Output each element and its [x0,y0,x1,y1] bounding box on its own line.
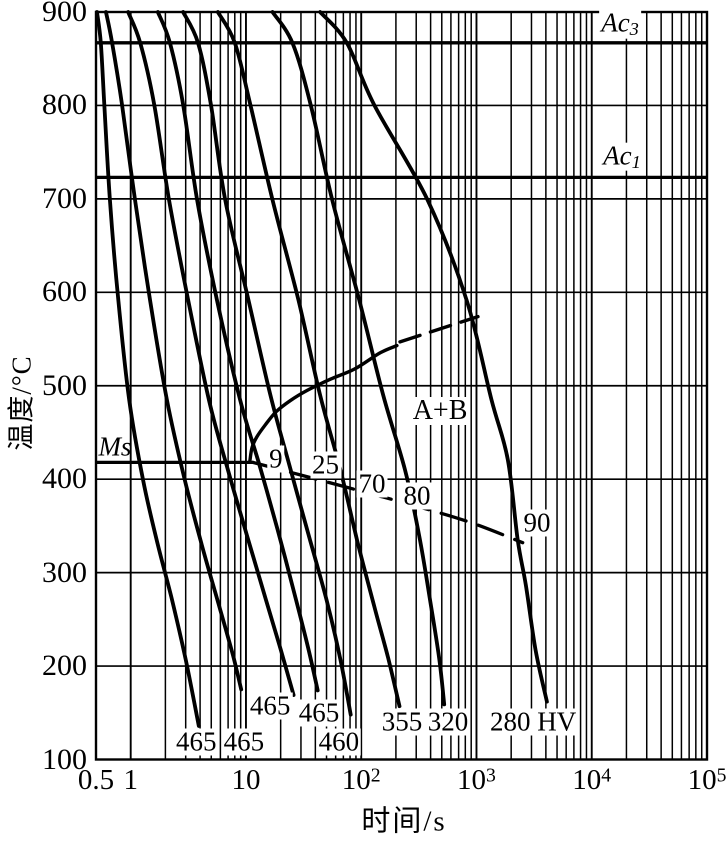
transformation-start-dashed [398,314,480,344]
cooling-curve-7 [270,10,447,707]
cooling-curve-2 [104,10,244,692]
cooling-curve-1 [95,10,201,728]
cooling-curve-8 [318,10,549,704]
cooling-curve-3 [126,10,296,697]
x-axis-title: 时间/s [361,805,447,838]
y-axis-title: 温度/°C [6,355,37,451]
transformation-start-curve [248,343,399,464]
cooling-curve-5 [181,10,353,717]
plot-border [94,10,709,761]
cooling-curve-4 [155,10,320,693]
cooling-curve-6 [215,10,402,709]
